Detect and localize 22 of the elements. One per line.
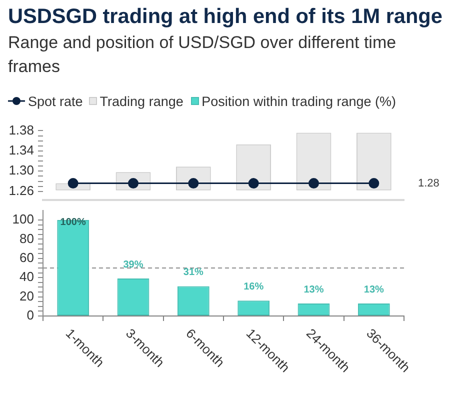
data-label: 13% <box>364 284 384 296</box>
data-label: 13% <box>304 284 324 296</box>
y-tick-label: 80 <box>20 230 34 246</box>
data-label: 39% <box>123 259 144 270</box>
y-tick-label: 1.38 <box>8 122 34 138</box>
y-tick-label: 1.30 <box>8 162 34 178</box>
legend-label: Position within trading range (%) <box>202 94 396 108</box>
legend-label: Spot rate <box>28 94 83 108</box>
y-tick-label: 20 <box>20 288 34 304</box>
data-label: 16% <box>244 281 264 292</box>
y-tick-label: 1.34 <box>8 142 34 158</box>
chart-subtitle: Range and position of USD/SGD over different time frames <box>8 32 398 78</box>
y-tick-label: 1.26 <box>8 182 34 198</box>
legend-label: Trading range <box>100 94 184 108</box>
y-tick-label: 40 <box>20 269 34 284</box>
y-tick-label: 0 <box>26 308 34 323</box>
text: 1.28 <box>418 177 440 190</box>
data-label: 100% <box>60 217 86 228</box>
y-tick-label: 60 <box>20 250 34 265</box>
chart-title: USDSGD trading at high end of its 1M range <box>8 5 444 29</box>
data-label: 31% <box>183 266 204 278</box>
y-tick-label: 100 <box>12 212 34 227</box>
